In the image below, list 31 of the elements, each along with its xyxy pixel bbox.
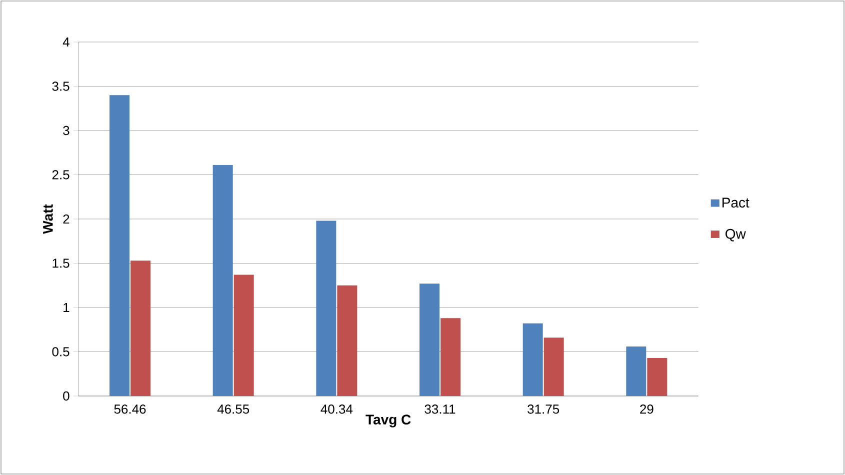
legend-label: Pact [722, 198, 750, 208]
y-tick-label: 0 [63, 391, 70, 401]
bar [234, 274, 254, 396]
y-tick-label: 0.5 [52, 347, 70, 356]
bar [626, 346, 646, 396]
legend-label: Qw [726, 228, 746, 242]
bar [440, 318, 461, 396]
y-axis-title: Watt [43, 204, 53, 234]
x-tick-label: 46.55 [217, 404, 250, 414]
y-tick-label: 3.5 [52, 82, 70, 91]
bar [110, 95, 130, 396]
x-axis-title: Tavg C [366, 414, 411, 428]
y-tick-label: 1 [64, 303, 70, 312]
bar [337, 285, 358, 396]
bar [316, 220, 336, 396]
x-tick-label: 56.46 [114, 404, 146, 414]
bar [647, 358, 668, 396]
bar [212, 165, 233, 396]
y-tick-label: 2 [63, 214, 70, 224]
bar [130, 260, 151, 396]
x-tick-label: 29 [640, 404, 654, 414]
bar [522, 323, 543, 396]
x-tick-label: 31.75 [528, 404, 560, 414]
y-tick-label: 2.5 [52, 170, 70, 180]
bar [544, 338, 564, 396]
bar [420, 284, 440, 396]
x-tick-label: 33.11 [424, 404, 456, 414]
x-tick-label: 40.34 [320, 404, 353, 414]
y-tick-label: 1.5 [52, 258, 70, 268]
y-tick-label: 3 [63, 126, 70, 136]
y-tick-label: 4 [62, 38, 70, 46]
